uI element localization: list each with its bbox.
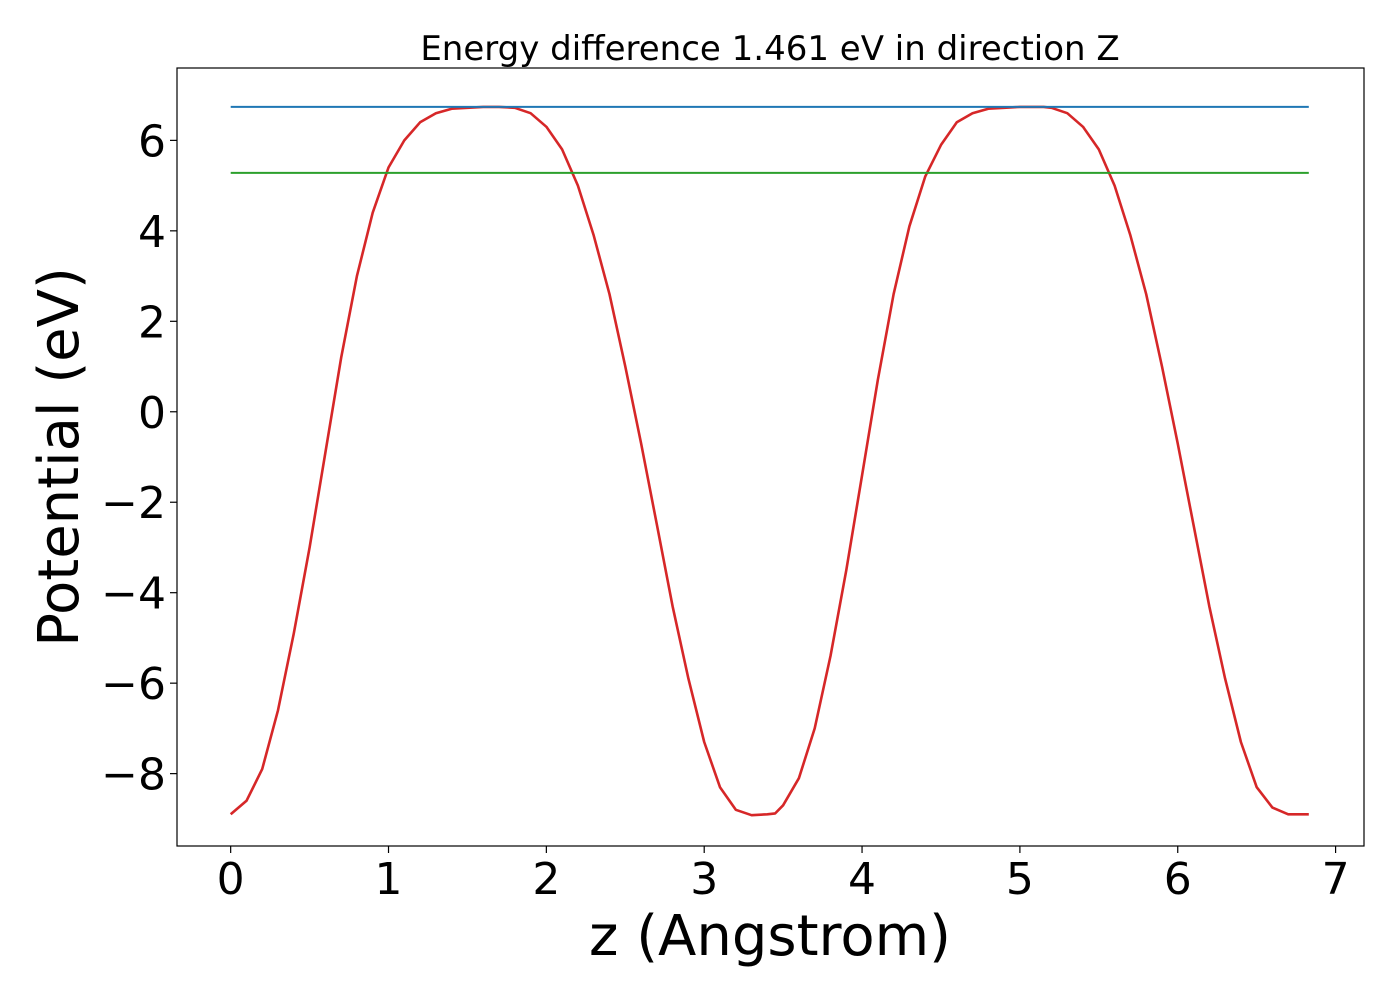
x-tick-label: 6 [1164, 854, 1192, 905]
chart-title: Energy difference 1.461 eV in direction … [420, 29, 1119, 69]
y-tick-label: 0 [138, 388, 166, 439]
x-tick-label: 5 [1006, 854, 1034, 905]
y-tick-label: −8 [101, 750, 166, 801]
x-tick-label: 3 [690, 854, 718, 905]
y-tick-label: 4 [138, 207, 166, 258]
x-axis-label: z (Angstrom) [589, 904, 951, 969]
series-line-0 [229, 105, 1309, 817]
y-tick-label: 6 [138, 116, 166, 167]
x-tick-label: 7 [1322, 854, 1350, 905]
y-axis-label: Potential (eV) [27, 267, 92, 647]
x-tick-label: 1 [375, 854, 403, 905]
y-axis-ticks: −8 −6 −4 −2 0 2 4 6 [101, 116, 177, 801]
y-tick-label: −4 [101, 569, 166, 620]
series-layer [229, 105, 1309, 817]
x-tick-label: 0 [217, 854, 245, 905]
y-tick-label: 2 [138, 297, 166, 348]
plot-frame [176, 67, 1365, 847]
x-tick-label: 2 [532, 854, 560, 905]
x-tick-label: 4 [848, 854, 876, 905]
y-tick-label: −2 [101, 478, 166, 529]
x-axis-ticks: 0 1 2 3 4 5 6 7 [217, 846, 1350, 905]
y-tick-label: −6 [101, 659, 166, 710]
